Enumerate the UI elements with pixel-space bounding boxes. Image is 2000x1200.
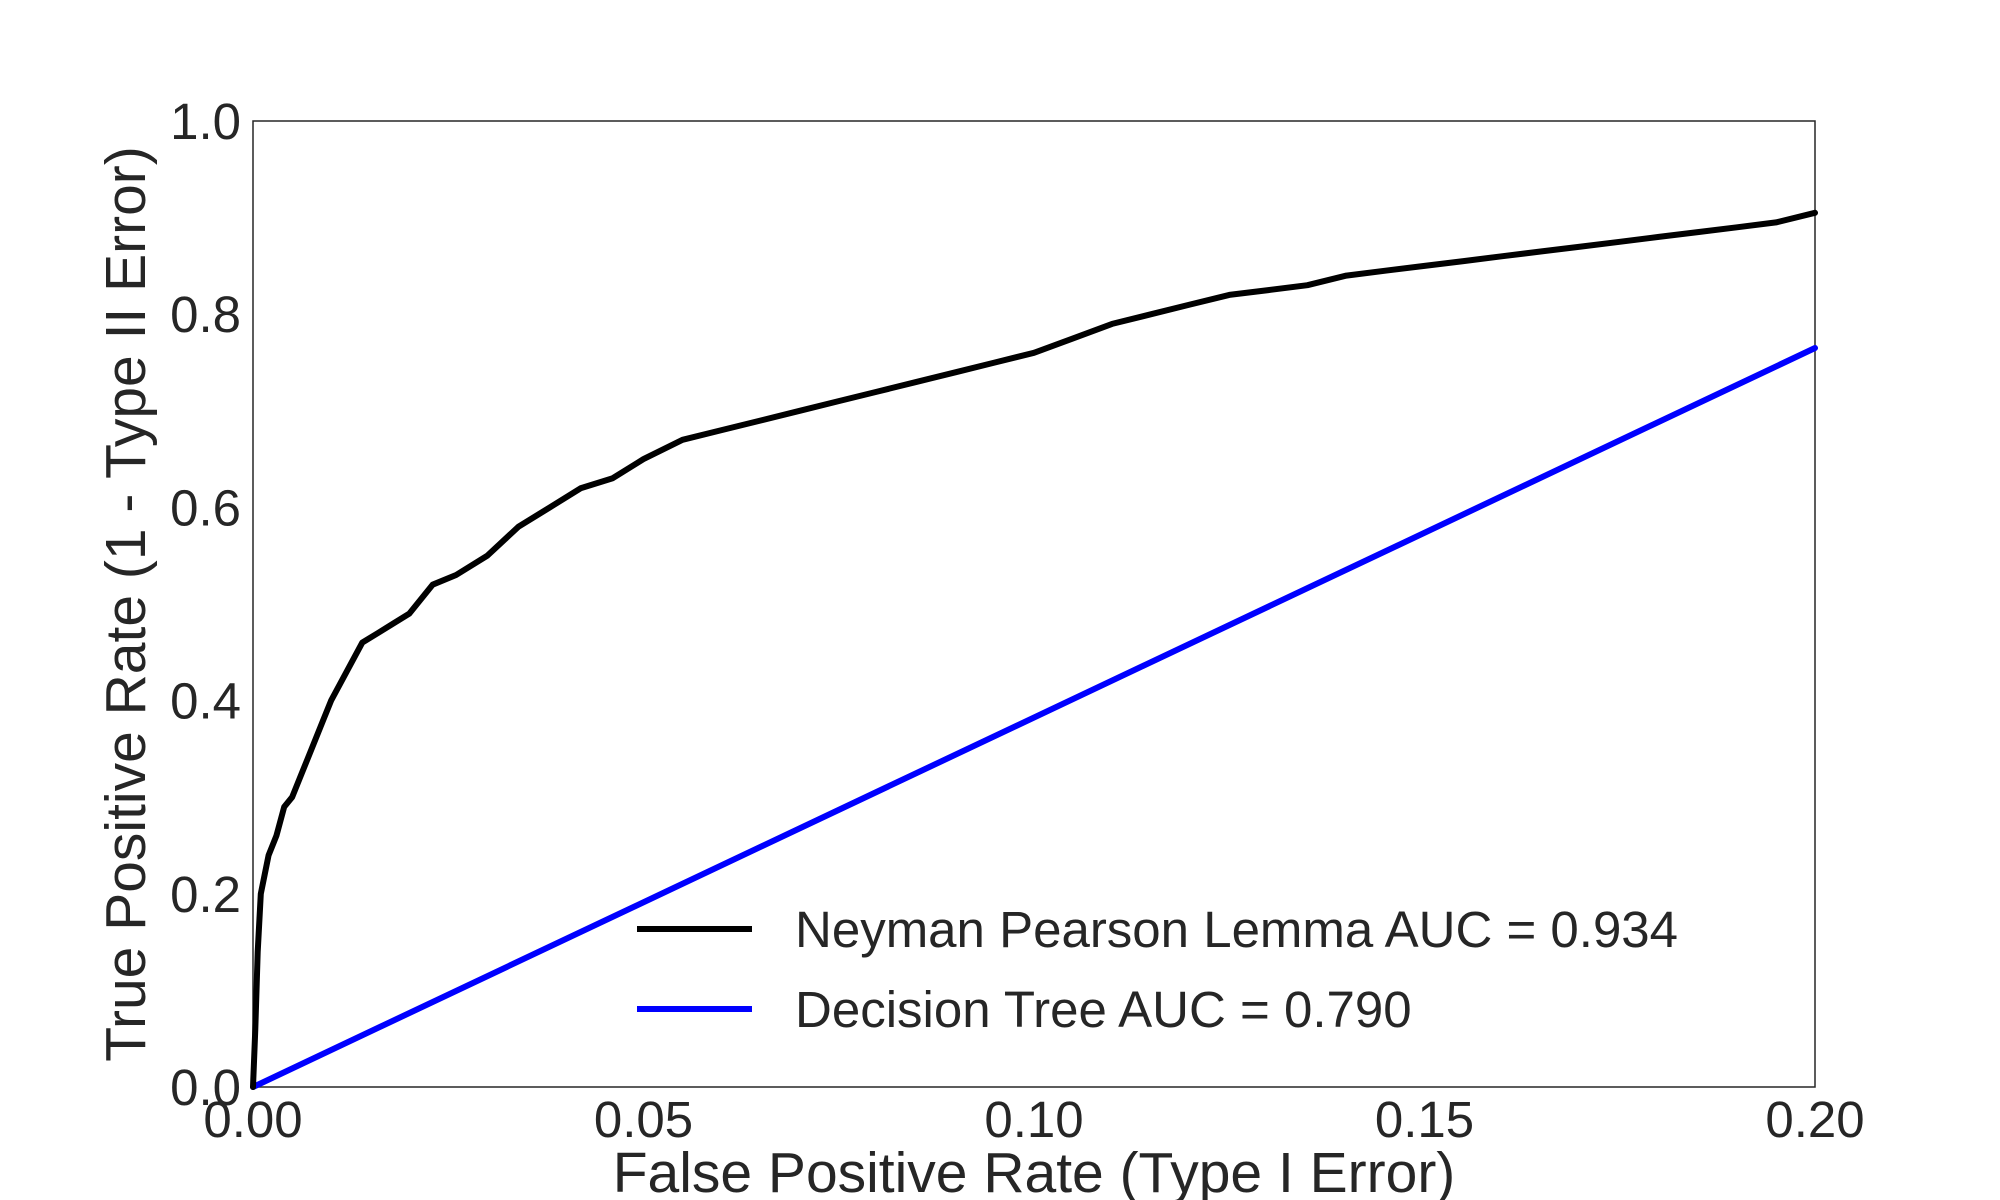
x-tick-label: 0.05	[594, 1091, 693, 1148]
x-tick-label: 0.00	[203, 1091, 302, 1148]
series-line-neyman-pearson	[250, 209, 1818, 1090]
legend-label-decision-tree: Decision Tree AUC = 0.790	[795, 981, 1412, 1038]
legend-label-neyman-pearson: Neyman Pearson Lemma AUC = 0.934	[795, 901, 1678, 958]
x-tick-label: 0.10	[984, 1091, 1083, 1148]
y-axis-ticks: 0.0 0.2 0.4 0.6 0.8 1.0	[170, 93, 241, 1116]
x-axis-ticks: 0.00 0.05 0.10 0.15 0.20	[203, 1091, 1864, 1148]
y-axis-label: True Positive Rate (1 - Type II Error)	[94, 146, 158, 1061]
y-tick-label: 0.6	[170, 479, 241, 536]
y-tick-label: 0.2	[170, 866, 241, 923]
x-tick-label: 0.20	[1765, 1091, 1864, 1148]
series-line-decision-tree	[250, 345, 1818, 1090]
plot-frame	[252, 120, 1816, 1088]
x-axis-label: False Positive Rate (Type I Error)	[613, 1141, 1456, 1200]
y-tick-label: 0.4	[170, 673, 241, 730]
y-tick-label: 1.0	[170, 93, 241, 150]
legend: Neyman Pearson Lemma AUC = 0.934 Decisio…	[637, 901, 1678, 1038]
x-tick-label: 0.15	[1375, 1091, 1474, 1148]
plot-area	[250, 120, 1818, 1090]
y-tick-label: 0.0	[170, 1059, 241, 1116]
y-tick-label: 0.8	[170, 286, 241, 343]
